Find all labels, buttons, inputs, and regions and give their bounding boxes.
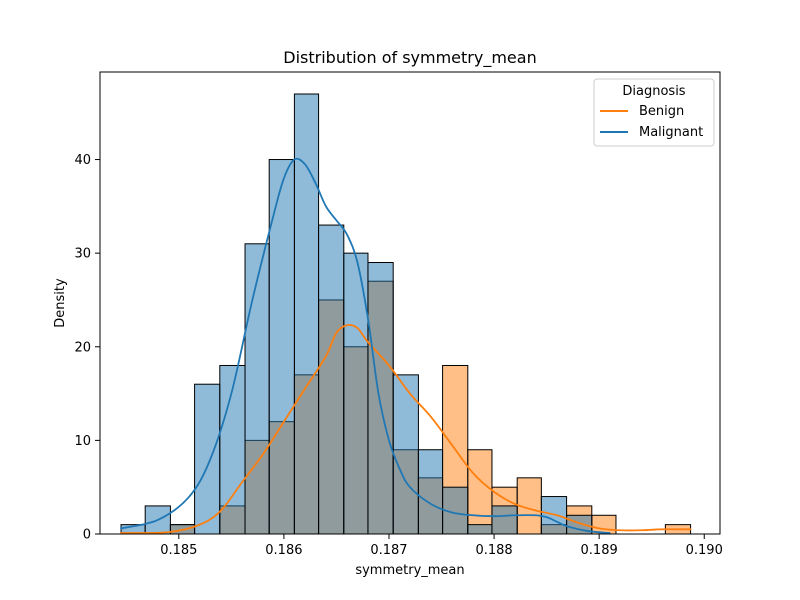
y-tick-label: 20 [74, 340, 91, 355]
x-tick-label: 0.190 [686, 543, 723, 558]
chart-title: Distribution of symmetry_mean [283, 48, 536, 68]
legend-benign-label: Benign [639, 104, 684, 119]
plot-frame [99, 71, 721, 535]
bar-malignant-15 [491, 505, 518, 535]
bar-malignant-12 [417, 449, 444, 535]
x-tick-label: 0.185 [160, 543, 197, 558]
y-tick-label: 30 [74, 247, 91, 262]
bar-malignant-8 [318, 224, 345, 535]
y-tick-label: 10 [74, 434, 91, 449]
bar-malignant-3 [194, 383, 221, 535]
bar-malignant-6 [268, 159, 295, 535]
y-axis-ticks: 0 10 20 30 40 [74, 153, 100, 543]
x-axis-ticks: 0.185 0.186 0.187 0.188 0.189 0.190 [160, 534, 723, 558]
kde-line-benign [120, 324, 692, 534]
x-tick-label: 0.188 [475, 543, 512, 558]
legend-title: Diagnosis [622, 84, 685, 99]
bar-malignant-5 [244, 243, 270, 535]
x-tick-label: 0.186 [265, 543, 302, 558]
bar-benign-14 [467, 449, 493, 535]
bar-malignant-14 [467, 524, 493, 535]
legend-box [593, 78, 715, 147]
y-axis-label: Density [53, 278, 68, 328]
y-tick-label: 0 [83, 528, 91, 543]
kde-layer [120, 157, 692, 534]
x-tick-label: 0.189 [581, 543, 618, 558]
x-tick-label: 0.187 [370, 543, 407, 558]
y-tick-label: 40 [74, 153, 91, 168]
kde-line-malignant [120, 157, 611, 534]
bar-malignant-11 [392, 374, 419, 535]
bar-malignant-7 [293, 93, 320, 535]
bar-malignant-10 [367, 262, 394, 535]
legend-malignant-label: Malignant [639, 125, 703, 140]
x-axis-label: symmetry_mean [355, 563, 464, 578]
legend: Diagnosis Benign Malignant [593, 78, 715, 147]
